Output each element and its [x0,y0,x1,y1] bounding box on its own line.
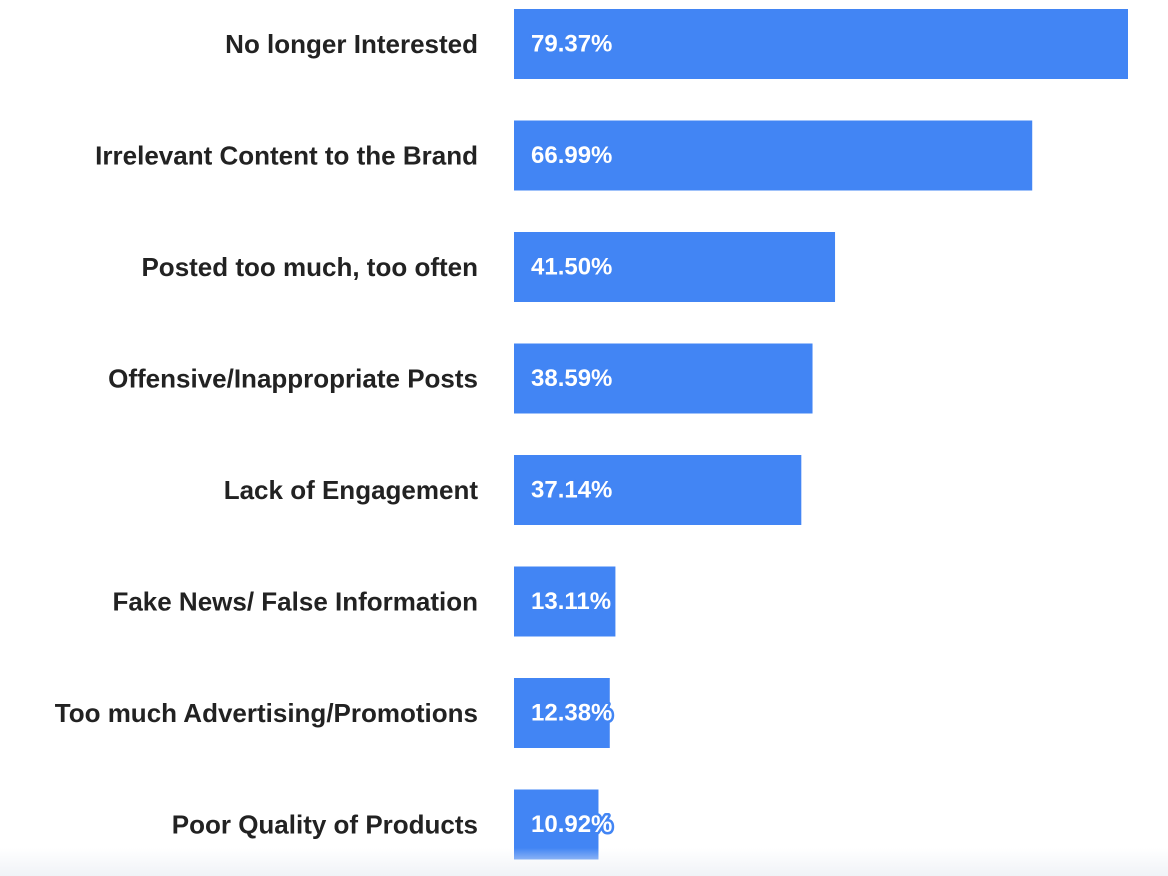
value-label: 38.59% [531,365,612,392]
value-label: 66.99% [531,142,612,169]
category-label: Poor Quality of Products [172,810,478,840]
bar [514,9,1128,79]
category-labels-layer: No longer Interested Irrelevant Content t… [55,29,479,840]
category-label: No longer Interested [225,29,478,59]
bar [514,343,813,414]
bar [514,455,802,525]
category-label: Posted too much, too often [141,252,478,282]
bar [514,566,616,637]
bar [514,232,836,302]
value-label: 12.38% [531,700,612,727]
category-label: Offensive/Inappropriate Posts [108,364,478,394]
value-labels-layer: 79.37% 66.99% 41.50% 38.59% 37.14% 13.11% 12.3… [529,28,615,841]
bar [514,789,599,860]
value-label: 10.92% [531,811,612,838]
value-label: 13.11% [531,588,611,615]
value-label: 79.37% [531,31,612,58]
bars-layer [514,9,1128,860]
category-label: Lack of Engagement [224,475,479,505]
value-label: 41.50% [531,254,612,281]
category-label: Fake News/ False Information [112,587,478,617]
category-label: Too much Advertising/Promotions [55,698,478,728]
bar [514,678,610,748]
category-label: Irrelevant Content to the Brand [95,141,478,171]
bar [514,120,1033,191]
value-label: 37.14% [531,477,612,504]
